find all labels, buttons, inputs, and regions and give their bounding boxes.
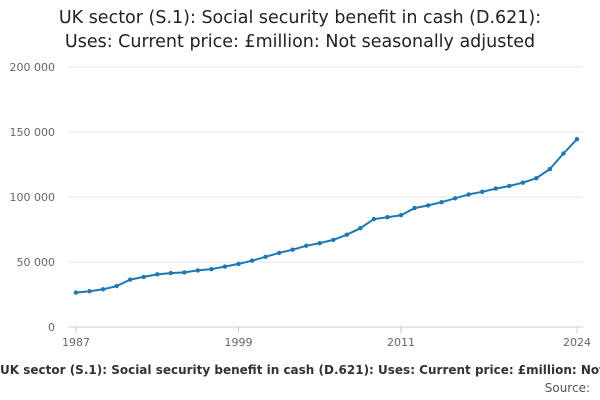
data-point[interactable] [547,166,553,172]
x-tick-label: 1987 [62,336,90,349]
data-point[interactable] [276,250,282,256]
data-point[interactable] [73,290,79,295]
data-point[interactable] [466,192,471,197]
y-tick-label: 200 000 [10,61,56,74]
data-point[interactable] [114,283,119,289]
data-point[interactable] [358,226,363,231]
series-layer [73,136,580,295]
data-point[interactable] [534,175,539,181]
axes: 0 50 000 100 000 150 000 200 000 1987 1999 2011… [10,61,592,349]
y-tick-label: 0 [48,321,55,334]
data-point[interactable] [127,277,133,282]
x-tick-label: 1999 [224,336,252,349]
data-point[interactable] [303,243,309,248]
data-point[interactable] [493,186,498,191]
data-point[interactable] [425,203,431,208]
data-point[interactable] [520,180,526,185]
data-point[interactable] [290,247,295,252]
data-point[interactable] [155,272,160,277]
legend-series-label: UK sector (S.1): Social security benefit… [0,363,600,377]
data-point[interactable] [412,205,417,211]
data-point[interactable] [480,189,485,194]
data-point[interactable] [141,274,146,280]
x-tick-label: 2024 [563,336,591,349]
data-point[interactable] [452,196,458,201]
x-tick-label: 2011 [387,336,415,349]
data-point[interactable] [385,214,390,220]
data-point[interactable] [574,136,580,142]
data-point[interactable] [344,232,350,237]
data-point[interactable] [168,270,173,276]
data-point[interactable] [331,237,336,243]
y-tick-label: 100 000 [10,191,56,204]
data-point[interactable] [439,200,444,205]
data-point[interactable] [182,270,187,275]
data-point[interactable] [263,254,268,259]
source-label: Source: [544,381,590,395]
legend: UK sector (S.1): Social security benefit… [0,361,600,379]
data-point[interactable] [249,258,255,263]
data-point[interactable] [317,240,322,246]
data-point[interactable] [371,216,377,222]
gridlines [68,66,583,328]
chart-title: UK sector (S.1): Social security benefit… [0,6,600,54]
data-point[interactable] [195,268,201,273]
data-point[interactable] [236,261,241,267]
y-tick-label: 150 000 [10,126,56,139]
data-point[interactable] [222,264,228,269]
data-point[interactable] [561,151,566,156]
data-point[interactable] [398,213,404,218]
data-point[interactable] [507,183,512,189]
data-point[interactable] [209,266,214,272]
data-point[interactable] [87,289,92,294]
y-tick-label: 50 000 [17,256,56,269]
chart-title-line-1: UK sector (S.1): Social security benefit… [58,8,542,28]
chart-title-line-2: Uses: Current price: £million: Not seaso… [64,32,536,52]
series-line [75,138,578,294]
data-point[interactable] [100,287,106,292]
